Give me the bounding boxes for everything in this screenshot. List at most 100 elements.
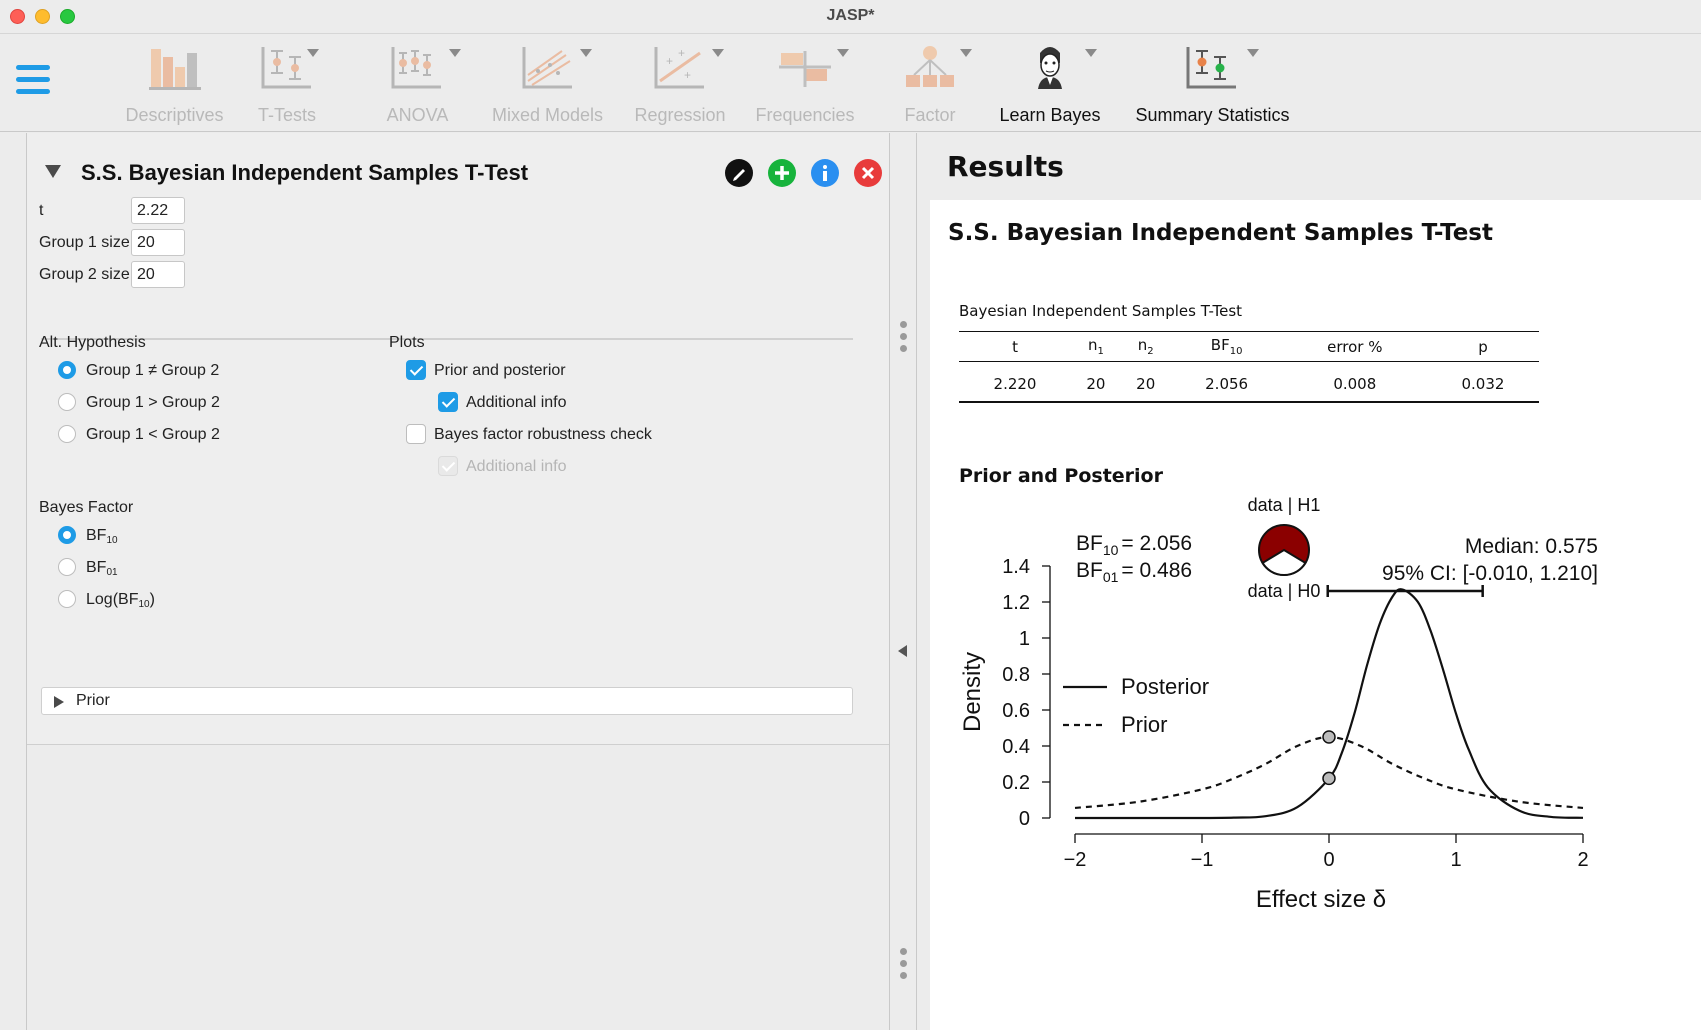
y-tick-label: 0.8 [1002,664,1030,686]
grip-dot [900,948,907,955]
duplicate-analysis-button[interactable] [768,159,796,187]
grip-dot [900,960,907,967]
t-input[interactable]: 2.22 [131,197,185,224]
window-close-button[interactable] [10,9,25,24]
frequencies-icon [779,51,831,87]
t-test-icon [261,47,311,89]
table-header-row: t n1 n2 BF10 error % p [959,331,1539,362]
chevron-down-icon [580,49,592,57]
y-tick-label: 0.4 [1002,736,1030,758]
prior-section-toggle[interactable]: Prior [41,687,853,715]
group2-size-input[interactable]: 20 [131,261,185,288]
bf-annotation: BF01 = 0.486 [1076,559,1192,585]
radio-less[interactable] [58,425,76,443]
pencil-icon [733,169,745,181]
svg-text:+: + [678,46,685,60]
chevron-down-icon [712,49,724,57]
module-learn-bayes-button[interactable]: Learn Bayes [995,43,1105,127]
pizza-label-bottom: data | H0 [1248,581,1321,601]
radio-label-bf01[interactable]: BF01 [86,559,118,578]
module-label: Factor [904,105,956,125]
module-label: Mixed Models [491,105,604,125]
remove-analysis-button[interactable] [854,159,882,187]
module-regression-button[interactable]: + + + Regression [625,43,735,127]
group1-size-input[interactable]: 20 [131,229,185,256]
factor-icon [906,46,954,87]
radio-log-bf10[interactable] [58,590,76,608]
results-analysis-title: S.S. Bayesian Independent Samples T-Test [948,220,1493,246]
chevron-down-icon [449,49,461,57]
y-tick-label: 0.6 [1002,700,1030,722]
legend-label-posterior: Posterior [1121,674,1209,699]
table-cell: 2.220 [959,361,1072,403]
prior-posterior-label[interactable]: Prior and posterior [434,362,566,379]
robustness-checkbox[interactable] [406,424,426,444]
pizza-label-top: data | H1 [1248,495,1321,515]
table-cell: 20 [1120,361,1171,403]
edit-title-button[interactable] [725,159,753,187]
expand-arrow-icon [54,696,64,708]
median-text: Median: 0.575 [1465,535,1598,558]
table-title: Bayesian Independent Samples T-Test [959,302,1243,320]
title-bar: JASP* [0,0,1701,34]
prior-posterior-additional-checkbox[interactable] [438,392,458,412]
analysis-title: S.S. Bayesian Independent Samples T-Test [81,160,529,185]
robustness-label[interactable]: Bayes factor robustness check [434,426,652,443]
module-descriptives-button[interactable]: Descriptives [112,43,237,127]
chevron-down-icon [307,49,319,57]
table-header-cell: p [1426,331,1539,362]
module-label: Descriptives [125,105,224,125]
module-summary-statistics-button[interactable]: Summary Statistics [1125,43,1300,127]
module-mixed-models-button[interactable]: Mixed Models [480,43,615,127]
radio-two-sided[interactable] [58,361,76,379]
x-tick-label: 0 [1323,849,1334,871]
prior-posterior-additional-label[interactable]: Additional info [466,394,567,411]
robustness-additional-label: Additional info [466,458,567,475]
radio-label-log-bf10[interactable]: Log(BF10) [86,591,155,610]
info-button[interactable] [811,159,839,187]
module-frequencies-button[interactable]: Frequencies [745,43,865,127]
t-label: t [39,202,44,219]
collapse-analysis-icon[interactable] [45,165,61,178]
module-factor-button[interactable]: Factor [880,43,980,127]
radio-bf10[interactable] [58,526,76,544]
radio-label-less[interactable]: Group 1 < Group 2 [86,426,220,443]
density-point [1322,730,1336,744]
chevron-down-icon [837,49,849,57]
table-header-cell: BF10 [1170,331,1283,362]
window-maximize-button[interactable] [60,9,75,24]
radio-label-greater[interactable]: Group 1 > Group 2 [86,394,220,411]
bf-annotation: BF10 = 2.056 [1076,532,1192,558]
collapse-left-panel-icon[interactable] [898,645,907,657]
hamburger-menu-button[interactable] [16,63,52,103]
y-tick-label: 1 [1019,628,1030,650]
table-cell: 0.008 [1282,361,1427,403]
radio-greater[interactable] [58,393,76,411]
panel-splitter[interactable] [889,133,917,1030]
table-row: 2.220 20 20 2.056 0.008 0.032 [959,361,1539,403]
module-label: Regression [634,105,726,125]
radio-label-bf10[interactable]: BF10 [86,527,118,546]
table-cell: 20 [1071,361,1121,403]
svg-text:+: + [666,54,673,68]
radio-bf01[interactable] [58,558,76,576]
y-axis-label: Density [959,652,986,732]
module-anova-button[interactable]: ANOVA [355,43,480,127]
module-label: Summary Statistics [1135,105,1290,125]
chevron-down-icon [1085,49,1097,57]
prior-posterior-checkbox[interactable] [406,360,426,380]
chevron-down-icon [1247,49,1259,57]
module-t-tests-button[interactable]: T-Tests [237,43,337,127]
window-minimize-button[interactable] [35,9,50,24]
pizza-h0-slice [1261,548,1307,576]
group2-size-label: Group 2 size [39,266,130,283]
table-header-cell: n2 [1120,331,1171,362]
radio-label-two-sided[interactable]: Group 1 ≠ Group 2 [86,362,220,379]
y-tick-label: 1.2 [1002,592,1030,614]
series-line-posterior [1075,588,1584,820]
alt-hypothesis-heading: Alt. Hypothesis [39,334,146,351]
prior-posterior-plot: 0 0.2 0.4 0.6 0.8 1 1.2 1.4 −2 −1 0 1 2 Effect size δ… [959,495,1598,913]
analysis-form: S.S. Bayesian Independent Samples T-Test… [27,133,889,745]
legend-label-prior: Prior [1121,712,1167,737]
x-tick-label: −2 [1064,849,1087,871]
